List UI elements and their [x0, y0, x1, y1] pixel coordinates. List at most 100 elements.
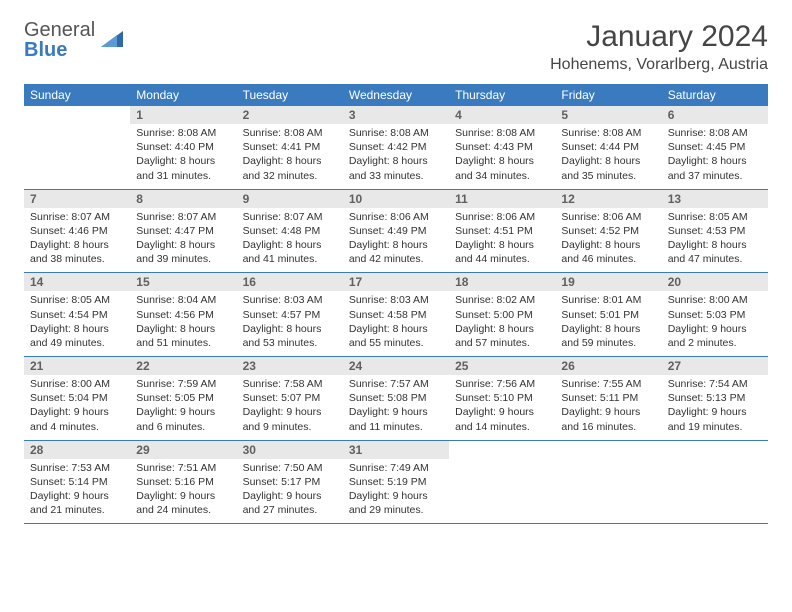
calendar-day-cell: 15Sunrise: 8:04 AMSunset: 4:56 PMDayligh… [130, 273, 236, 357]
day-detail-line: and 46 minutes. [561, 252, 655, 266]
day-number: 14 [24, 273, 130, 291]
day-details: Sunrise: 7:53 AMSunset: 5:14 PMDaylight:… [24, 459, 130, 524]
day-number: 7 [24, 190, 130, 208]
day-details: Sunrise: 8:08 AMSunset: 4:44 PMDaylight:… [555, 124, 661, 189]
day-details: Sunrise: 8:06 AMSunset: 4:52 PMDaylight:… [555, 208, 661, 273]
day-details [24, 124, 130, 180]
day-detail-line: Daylight: 9 hours [349, 489, 443, 503]
logo-word-blue: Blue [24, 40, 95, 60]
logo-word-general: General [24, 20, 95, 40]
calendar-day-cell: 3Sunrise: 8:08 AMSunset: 4:42 PMDaylight… [343, 106, 449, 189]
day-detail-line: and 44 minutes. [455, 252, 549, 266]
day-detail-line: and 51 minutes. [136, 336, 230, 350]
day-detail-line: and 21 minutes. [30, 503, 124, 517]
day-detail-line: Daylight: 8 hours [455, 322, 549, 336]
calendar-day-cell [662, 440, 768, 524]
triangle-icon [99, 25, 125, 56]
day-number [555, 441, 661, 459]
day-details: Sunrise: 8:00 AMSunset: 5:03 PMDaylight:… [662, 291, 768, 356]
day-detail-line: Daylight: 8 hours [30, 238, 124, 252]
day-detail-line: Sunrise: 8:08 AM [455, 126, 549, 140]
day-detail-line: and 11 minutes. [349, 420, 443, 434]
calendar-day-cell: 14Sunrise: 8:05 AMSunset: 4:54 PMDayligh… [24, 273, 130, 357]
weekday-header: Tuesday [237, 84, 343, 106]
day-details [449, 459, 555, 515]
day-detail-line: Sunset: 4:43 PM [455, 140, 549, 154]
calendar-day-cell: 5Sunrise: 8:08 AMSunset: 4:44 PMDaylight… [555, 106, 661, 189]
day-detail-line: Daylight: 8 hours [455, 238, 549, 252]
day-detail-line: Sunset: 4:41 PM [243, 140, 337, 154]
day-detail-line: and 49 minutes. [30, 336, 124, 350]
day-number [662, 441, 768, 459]
day-details: Sunrise: 8:04 AMSunset: 4:56 PMDaylight:… [130, 291, 236, 356]
day-details: Sunrise: 8:01 AMSunset: 5:01 PMDaylight:… [555, 291, 661, 356]
day-detail-line: and 14 minutes. [455, 420, 549, 434]
day-detail-line: and 38 minutes. [30, 252, 124, 266]
day-details: Sunrise: 8:05 AMSunset: 4:53 PMDaylight:… [662, 208, 768, 273]
day-number: 16 [237, 273, 343, 291]
day-number: 4 [449, 106, 555, 124]
day-number [449, 441, 555, 459]
day-detail-line: and 19 minutes. [668, 420, 762, 434]
day-detail-line: and 27 minutes. [243, 503, 337, 517]
day-details: Sunrise: 7:54 AMSunset: 5:13 PMDaylight:… [662, 375, 768, 440]
calendar-day-cell: 11Sunrise: 8:06 AMSunset: 4:51 PMDayligh… [449, 189, 555, 273]
day-detail-line: Sunset: 5:10 PM [455, 391, 549, 405]
day-number: 21 [24, 357, 130, 375]
day-details [662, 459, 768, 515]
day-detail-line: Daylight: 9 hours [455, 405, 549, 419]
day-detail-line: and 16 minutes. [561, 420, 655, 434]
day-detail-line: and 24 minutes. [136, 503, 230, 517]
day-details: Sunrise: 8:08 AMSunset: 4:45 PMDaylight:… [662, 124, 768, 189]
weekday-header: Wednesday [343, 84, 449, 106]
day-detail-line: Sunrise: 8:08 AM [243, 126, 337, 140]
day-number: 19 [555, 273, 661, 291]
day-detail-line: and 9 minutes. [243, 420, 337, 434]
day-detail-line: and 47 minutes. [668, 252, 762, 266]
day-number: 10 [343, 190, 449, 208]
day-detail-line: Daylight: 9 hours [136, 489, 230, 503]
day-detail-line: Sunset: 5:19 PM [349, 475, 443, 489]
day-detail-line: and 2 minutes. [668, 336, 762, 350]
logo-text: General Blue [24, 20, 95, 60]
day-detail-line: Daylight: 9 hours [243, 405, 337, 419]
day-detail-line: Sunset: 4:46 PM [30, 224, 124, 238]
day-details: Sunrise: 8:07 AMSunset: 4:48 PMDaylight:… [237, 208, 343, 273]
weekday-header: Saturday [662, 84, 768, 106]
calendar-week-row: 1Sunrise: 8:08 AMSunset: 4:40 PMDaylight… [24, 106, 768, 189]
calendar-day-cell [24, 106, 130, 189]
day-number: 31 [343, 441, 449, 459]
day-number: 22 [130, 357, 236, 375]
day-detail-line: Daylight: 8 hours [349, 238, 443, 252]
day-detail-line: Daylight: 8 hours [455, 154, 549, 168]
day-detail-line: and 53 minutes. [243, 336, 337, 350]
day-detail-line: Daylight: 8 hours [561, 154, 655, 168]
day-detail-line: and 29 minutes. [349, 503, 443, 517]
day-detail-line: Daylight: 9 hours [136, 405, 230, 419]
day-detail-line: Sunrise: 8:05 AM [30, 293, 124, 307]
day-detail-line: Sunset: 4:44 PM [561, 140, 655, 154]
day-details: Sunrise: 8:07 AMSunset: 4:47 PMDaylight:… [130, 208, 236, 273]
day-detail-line: and 31 minutes. [136, 169, 230, 183]
day-detail-line: Sunrise: 7:59 AM [136, 377, 230, 391]
day-detail-line: Sunrise: 7:57 AM [349, 377, 443, 391]
day-detail-line: Daylight: 8 hours [561, 238, 655, 252]
day-details: Sunrise: 8:00 AMSunset: 5:04 PMDaylight:… [24, 375, 130, 440]
day-detail-line: Sunset: 4:56 PM [136, 308, 230, 322]
calendar-week-row: 28Sunrise: 7:53 AMSunset: 5:14 PMDayligh… [24, 440, 768, 524]
day-detail-line: Daylight: 8 hours [243, 238, 337, 252]
header: General Blue January 2024 Hohenems, Vora… [24, 20, 768, 74]
day-detail-line: Sunrise: 8:06 AM [561, 210, 655, 224]
day-details: Sunrise: 8:06 AMSunset: 4:51 PMDaylight:… [449, 208, 555, 273]
day-detail-line: Sunrise: 7:54 AM [668, 377, 762, 391]
day-number: 23 [237, 357, 343, 375]
day-number: 2 [237, 106, 343, 124]
day-detail-line: Daylight: 8 hours [243, 322, 337, 336]
location-label: Hohenems, Vorarlberg, Austria [550, 56, 768, 74]
day-detail-line: Daylight: 8 hours [349, 322, 443, 336]
day-detail-line: and 55 minutes. [349, 336, 443, 350]
day-detail-line: Sunset: 4:47 PM [136, 224, 230, 238]
day-detail-line: Sunrise: 8:08 AM [668, 126, 762, 140]
calendar-day-cell: 9Sunrise: 8:07 AMSunset: 4:48 PMDaylight… [237, 189, 343, 273]
calendar-table: SundayMondayTuesdayWednesdayThursdayFrid… [24, 84, 768, 524]
